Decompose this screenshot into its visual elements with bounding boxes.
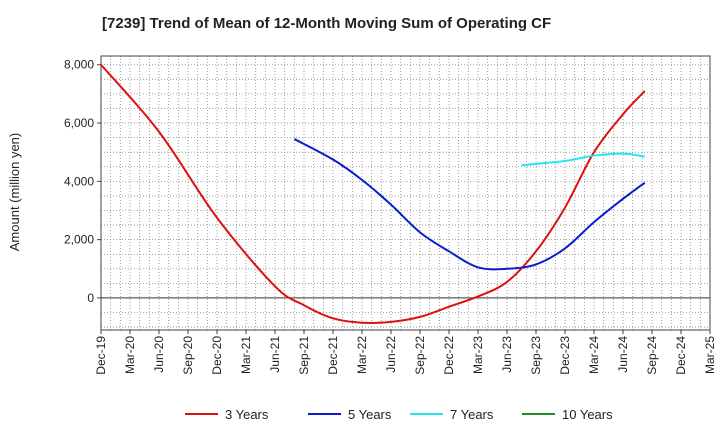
grid (100, 56, 711, 330)
series-line-3-years (100, 64, 646, 324)
plot-border (100, 55, 711, 331)
x-tick-label: Mar-24 (587, 336, 601, 374)
x-tick-label: Dec-22 (442, 336, 456, 375)
chart-title: [7239] Trend of Mean of 12-Month Moving … (102, 15, 551, 32)
legend-label: 10 Years (562, 407, 613, 422)
legend: 3 Years 5 Years 7 Years 10 Years (185, 407, 613, 422)
x-tick-label: Sep-23 (529, 336, 543, 375)
legend-label: 3 Years (225, 407, 269, 422)
x-tick-label: Sep-21 (297, 336, 311, 375)
x-tick-label: Mar-20 (123, 336, 137, 374)
x-tick-label: Mar-22 (355, 336, 369, 374)
x-tick-label: Jun-23 (500, 336, 514, 373)
x-tick-label: Jun-20 (152, 336, 166, 373)
x-tick-label: Dec-21 (326, 336, 340, 375)
x-tick-label: Mar-23 (471, 336, 485, 374)
x-axis-ticks: Dec-19 Mar-20 Jun-20 Sep-20 Dec-20 Mar-21 Jun-… (94, 330, 717, 375)
x-tick-label: Mar-21 (239, 336, 253, 374)
x-tick-label: Mar-25 (703, 336, 717, 374)
y-tick-label: 2,000 (64, 233, 94, 247)
legend-label: 7 Years (450, 407, 494, 422)
x-tick-label: Jun-24 (616, 336, 630, 373)
x-tick-label: Jun-21 (268, 336, 282, 373)
legend-label: 5 Years (348, 407, 392, 422)
x-tick-label: Dec-23 (558, 336, 572, 375)
x-tick-label: Sep-24 (645, 336, 659, 375)
plot-frame (100, 55, 711, 331)
y-tick-label: 8,000 (64, 58, 94, 72)
y-axis-title: Amount (million yen) (7, 133, 22, 252)
x-tick-label: Jun-22 (384, 336, 398, 373)
y-tick-label: 6,000 (64, 116, 94, 130)
x-tick-label: Sep-20 (181, 336, 195, 375)
y-axis-ticks: 0 2,000 4,000 6,000 8,000 (64, 58, 101, 305)
series-lines (100, 64, 646, 324)
x-tick-label: Dec-19 (94, 336, 108, 375)
x-tick-label: Sep-22 (413, 336, 427, 375)
y-tick-label: 0 (87, 291, 94, 305)
series-line-5-years (293, 138, 646, 271)
x-tick-label: Dec-20 (210, 336, 224, 375)
y-tick-label: 4,000 (64, 174, 94, 188)
series-line-7-years (521, 152, 645, 167)
x-tick-label: Dec-24 (674, 336, 688, 375)
